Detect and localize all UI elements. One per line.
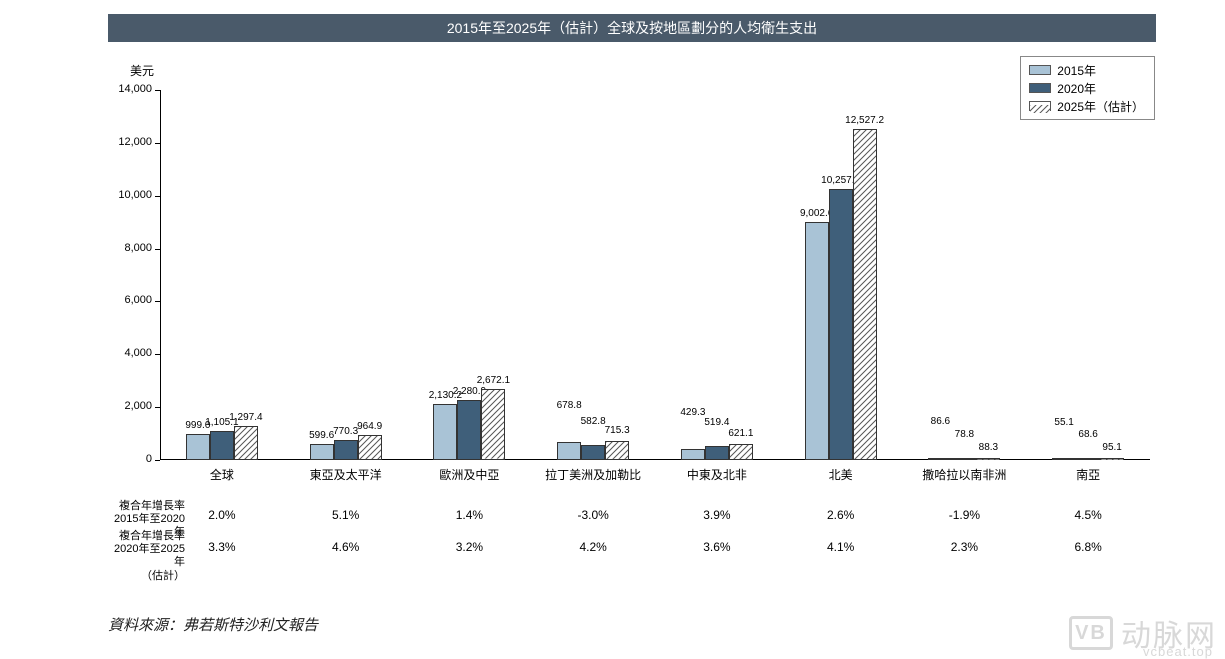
bar-value-label: 2,672.1 xyxy=(463,375,523,388)
y-tick-mark xyxy=(155,196,160,197)
y-tick-label: 14,000 xyxy=(102,83,152,95)
y-tick-label: 2,000 xyxy=(102,400,152,412)
bar-value-label: 715.3 xyxy=(587,425,647,438)
bar: 599.6 xyxy=(310,444,334,460)
category-label: 拉丁美洲及加勒比 xyxy=(533,460,653,483)
bar: 1,297.4 xyxy=(234,426,258,460)
y-axis-line xyxy=(160,90,161,460)
cagr-2015-2020: 4.5% xyxy=(1074,508,1101,522)
y-tick-label: 8,000 xyxy=(102,242,152,254)
bar: 9,002.6 xyxy=(805,222,829,460)
cagr-2020-2025: 3.6% xyxy=(703,540,730,554)
cagr-2020-2025: 6.8% xyxy=(1074,540,1101,554)
bar: 2,280.9 xyxy=(457,400,481,460)
watermark-sub: vcbeat.top xyxy=(1143,644,1213,659)
cagr-2015-2020: 2.6% xyxy=(827,508,854,522)
category-label: 東亞及太平洋 xyxy=(286,460,406,483)
cagr-2015-2020: 3.9% xyxy=(703,508,730,522)
legend-label: 2015年 xyxy=(1057,62,1096,79)
category-label: 中東及北非 xyxy=(657,460,777,483)
bar-value-label: 12,527.2 xyxy=(835,115,895,128)
bar-group: 2,130.22,280.92,672.1歐洲及中亞 xyxy=(433,389,505,460)
bar: 678.8 xyxy=(557,442,581,460)
cagr-2020-2025: 4.6% xyxy=(332,540,359,554)
y-tick-label: 0 xyxy=(102,453,152,465)
bar: 999.0 xyxy=(186,434,210,460)
cagr-2020-2025: 4.1% xyxy=(827,540,854,554)
bar: 2,672.1 xyxy=(481,389,505,460)
cagr-2015-2020: -3.0% xyxy=(577,508,608,522)
chart-title: 2015年至2025年（估計）全球及按地區劃分的人均衛生支出 xyxy=(108,14,1156,42)
legend-swatch xyxy=(1029,65,1051,75)
y-tick-mark xyxy=(155,354,160,355)
bar-value-label: 621.1 xyxy=(711,428,771,441)
bar-group: 9,002.610,257.412,527.2北美 xyxy=(805,129,877,460)
bar: 519.4 xyxy=(705,446,729,460)
y-tick-label: 6,000 xyxy=(102,294,152,306)
bar-group: 678.8582.8715.3拉丁美洲及加勒比 xyxy=(557,441,629,460)
bar-group: 429.3519.4621.1中東及北非 xyxy=(681,444,753,460)
y-tick-mark xyxy=(155,249,160,250)
bar-value-label: 68.6 xyxy=(1058,429,1118,442)
bar: 715.3 xyxy=(605,441,629,460)
bar: 582.8 xyxy=(581,445,605,460)
cagr-2015-2020: 2.0% xyxy=(208,508,235,522)
y-axis-label: 美元 xyxy=(130,62,154,79)
y-tick-mark xyxy=(155,143,160,144)
bar-value-label: 1,297.4 xyxy=(216,412,276,425)
y-tick-label: 12,000 xyxy=(102,136,152,148)
cagr-2020-2025: 4.2% xyxy=(579,540,606,554)
bar-value-label: 964.9 xyxy=(340,421,400,434)
bar: 1,105.1 xyxy=(210,431,234,460)
y-tick-mark xyxy=(155,301,160,302)
bar: 10,257.4 xyxy=(829,189,853,460)
bar-value-label: 88.3 xyxy=(958,442,1018,455)
bar: 2,130.2 xyxy=(433,404,457,460)
source-note: 資料來源：弗若斯特沙利文報告 xyxy=(108,614,318,635)
bar-group: 599.6770.3964.9東亞及太平洋 xyxy=(310,435,382,461)
cagr-2015-2020: -1.9% xyxy=(949,508,980,522)
legend-item: 2015年 xyxy=(1029,61,1144,79)
bar: 770.3 xyxy=(334,440,358,460)
category-label: 撒哈拉以南非洲 xyxy=(904,460,1024,483)
cagr-2020-2025: 2.3% xyxy=(951,540,978,554)
y-tick-label: 10,000 xyxy=(102,189,152,201)
y-tick-mark xyxy=(155,407,160,408)
cagr-label-2020-2025: 複合年增長率2020年至2025年（估計） xyxy=(105,530,185,583)
category-label: 北美 xyxy=(781,460,901,483)
watermark-logo: VB xyxy=(1069,616,1113,650)
bar-group: 55.168.695.1南亞 xyxy=(1052,458,1124,461)
chart-plot-area: 02,0004,0006,0008,00010,00012,00014,0009… xyxy=(160,90,1150,460)
cagr-2015-2020: 5.1% xyxy=(332,508,359,522)
bar: 964.9 xyxy=(358,435,382,461)
bar: 429.3 xyxy=(681,449,705,460)
bar-value-label: 78.8 xyxy=(934,429,994,442)
y-tick-mark xyxy=(155,460,160,461)
bar-value-label: 95.1 xyxy=(1082,442,1142,455)
y-tick-mark xyxy=(155,90,160,91)
bar-group: 999.01,105.11,297.4全球 xyxy=(186,426,258,460)
cagr-2015-2020: 1.4% xyxy=(456,508,483,522)
category-label: 歐洲及中亞 xyxy=(409,460,529,483)
category-label: 全球 xyxy=(162,460,282,483)
bar: 12,527.2 xyxy=(853,129,877,460)
bar-value-label: 678.8 xyxy=(539,400,599,413)
bar-group: 86.678.888.3撒哈拉以南非洲 xyxy=(928,458,1000,460)
bar-value-label: 86.6 xyxy=(910,416,970,429)
cagr-2020-2025: 3.2% xyxy=(456,540,483,554)
category-label: 南亞 xyxy=(1028,460,1148,483)
cagr-2020-2025: 3.3% xyxy=(208,540,235,554)
bar: 621.1 xyxy=(729,444,753,460)
y-tick-label: 4,000 xyxy=(102,347,152,359)
bar-value-label: 55.1 xyxy=(1034,417,1094,430)
